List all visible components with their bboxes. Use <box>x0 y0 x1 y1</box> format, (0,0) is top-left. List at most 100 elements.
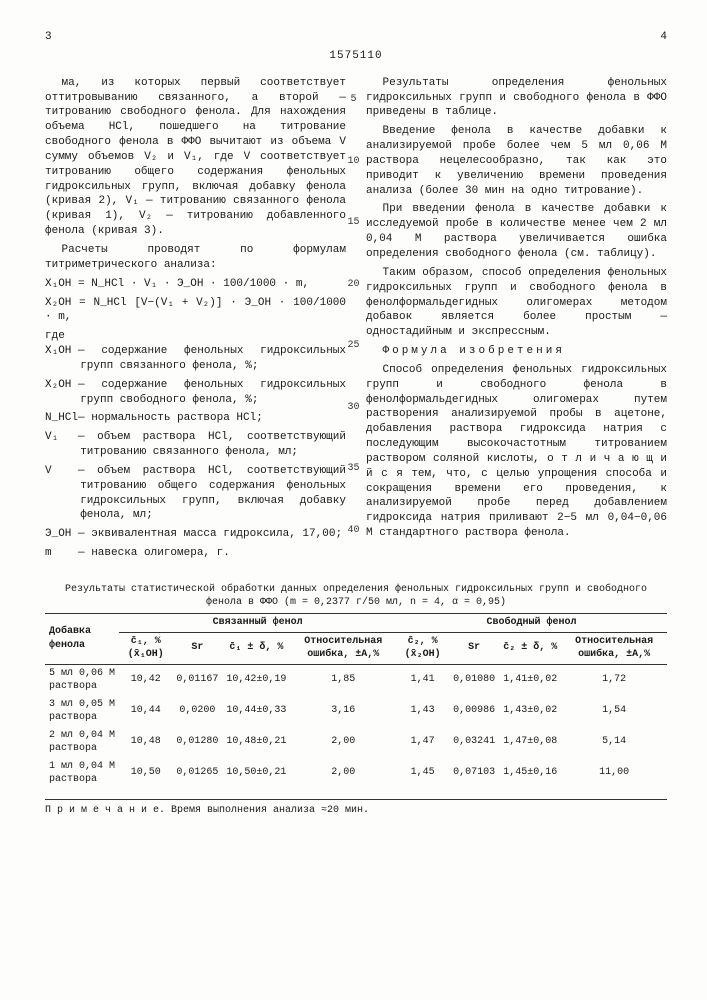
cell: 0,01280 <box>172 727 222 758</box>
para: Введение фенола в качестве добавки к ана… <box>366 124 667 198</box>
col-header: Относительная ошибка, ±A,% <box>561 632 667 664</box>
claims-title: Формула изобретения <box>366 344 667 359</box>
col-header: c̄₁ ± δ, % <box>222 632 290 664</box>
cell: 10,48±0,21 <box>222 727 290 758</box>
line-num: 15 <box>346 216 362 230</box>
para: Расчеты проводят по формулам титриметрич… <box>45 243 346 273</box>
formula-1: X₁OH = N_HCl · V₁ · Э_OH · 100/1000 · m, <box>45 277 346 292</box>
group-free: Свободный фенол <box>396 614 667 633</box>
col-header: c̄₁, % (x̄₁OH) <box>119 632 172 664</box>
line-num: 40 <box>346 524 362 538</box>
cell: 10,42±0,19 <box>222 664 290 696</box>
col-header: Относительная ошибка, ±A,% <box>290 632 396 664</box>
table-caption: Результаты статистической обработки данн… <box>45 583 667 609</box>
def-desc: — содержание фенольных гидроксильных гру… <box>78 345 346 372</box>
cell: 10,44 <box>119 696 172 727</box>
cell: 1,41 <box>396 664 449 696</box>
line-num: 30 <box>346 401 362 415</box>
cell: 10,50±0,21 <box>222 758 290 789</box>
cell: 1,47±0,08 <box>499 727 561 758</box>
table-note: П р и м е ч а н и е. Время выполнения ан… <box>45 799 667 818</box>
formula-2: X₂OH = N_HCl [V−(V₁ + V₂)] · Э_OH · 100/… <box>45 296 346 326</box>
left-column: ма, из которых первый соответствует отти… <box>45 76 346 565</box>
def-term: где X₁OH <box>45 329 78 359</box>
cell: 1,43 <box>396 696 449 727</box>
table-header-row: c̄₁, % (x̄₁OH) Sr c̄₁ ± δ, % Относительн… <box>45 632 667 664</box>
def-desc: — объем раствора HCl, соответствующий ти… <box>78 465 346 522</box>
cell: 1,85 <box>290 664 396 696</box>
line-number-gutter: 5 10 15 20 25 30 35 40 <box>346 75 362 537</box>
table-header-row: Добавка фенола Связанный фенол Свободный… <box>45 614 667 633</box>
col-header: c̄₂, % (x̄₂OH) <box>396 632 449 664</box>
cell: 1,47 <box>396 727 449 758</box>
line-num: 5 <box>346 93 362 107</box>
def: m— навеска олигомера, г. <box>45 546 346 561</box>
def-desc: — навеска олигомера, г. <box>78 547 230 559</box>
line-num: 10 <box>346 155 362 169</box>
def: V₁— объем раствора HCl, соответствующий … <box>45 430 346 460</box>
cell: 0,01080 <box>449 664 499 696</box>
def-desc: — содержание фенольных гидроксильных гру… <box>78 379 346 406</box>
cell: 1,41±0,02 <box>499 664 561 696</box>
cell: 2,00 <box>290 727 396 758</box>
col-header: c̄₂ ± δ, % <box>499 632 561 664</box>
col-header: Sr <box>449 632 499 664</box>
cell: 10,42 <box>119 664 172 696</box>
cell: 10,48 <box>119 727 172 758</box>
cell: 2 мл 0,04 М раствора <box>45 727 119 758</box>
cell: 3,16 <box>290 696 396 727</box>
para: Таким образом, способ определения феноль… <box>366 266 667 340</box>
def-term: X₂OH <box>45 378 78 393</box>
def: X₂OH— содержание фенольных гидроксильных… <box>45 378 346 408</box>
cell: 0,01265 <box>172 758 222 789</box>
para: Способ определения фенольных гидроксильн… <box>366 363 667 541</box>
cell: 0,07103 <box>449 758 499 789</box>
table-row: 5 мл 0,06 М раствора 10,42 0,01167 10,42… <box>45 664 667 696</box>
cell: 3 мл 0,05 М раствора <box>45 696 119 727</box>
def-term: V₁ <box>45 430 78 445</box>
def: V— объем раствора HCl, соответствующий т… <box>45 464 346 523</box>
para: Результаты определения фенольных гидрокс… <box>366 76 667 121</box>
cell: 10,44±0,33 <box>222 696 290 727</box>
cell: 1,43±0,02 <box>499 696 561 727</box>
right-column: Результаты определения фенольных гидрокс… <box>366 76 667 565</box>
table-body: 5 мл 0,06 М раствора 10,42 0,01167 10,42… <box>45 664 667 789</box>
results-table: Добавка фенола Связанный фенол Свободный… <box>45 613 667 789</box>
page-num-left: 3 <box>45 30 52 45</box>
table-row: 1 мл 0,04 М раствора 10,50 0,01265 10,50… <box>45 758 667 789</box>
cell: 0,01167 <box>172 664 222 696</box>
cell: 0,03241 <box>449 727 499 758</box>
def-desc: — объем раствора HCl, соответствующий ти… <box>78 431 346 458</box>
cell: 1,45±0,16 <box>499 758 561 789</box>
cell: 1,72 <box>561 664 667 696</box>
cell: 0,00986 <box>449 696 499 727</box>
page: 3 4 1575110 ма, из которых первый соотве… <box>0 0 707 1000</box>
document-id: 1575110 <box>45 49 667 64</box>
cell: 5,14 <box>561 727 667 758</box>
cell: 5 мл 0,06 М раствора <box>45 664 119 696</box>
cell: 2,00 <box>290 758 396 789</box>
page-num-right: 4 <box>660 30 667 45</box>
cell: 1 мл 0,04 М раствора <box>45 758 119 789</box>
para: ма, из которых первый соответствует отти… <box>45 76 346 239</box>
cell: 10,50 <box>119 758 172 789</box>
def-desc: — нормальность раствора HCl; <box>78 412 263 424</box>
def-term: m <box>45 546 78 561</box>
group-bound: Связанный фенол <box>119 614 396 633</box>
line-num: 35 <box>346 462 362 476</box>
cell: 0,0200 <box>172 696 222 727</box>
col-header: Sr <box>172 632 222 664</box>
line-num: 25 <box>346 339 362 353</box>
cell: 1,45 <box>396 758 449 789</box>
def-desc: — эквивалентная масса гидроксила, 17,00; <box>78 528 342 540</box>
table-row: 2 мл 0,04 М раствора 10,48 0,01280 10,48… <box>45 727 667 758</box>
def-term: N_HCl <box>45 411 78 426</box>
def: Э_OH— эквивалентная масса гидроксила, 17… <box>45 527 346 542</box>
def-term: Э_OH <box>45 527 78 542</box>
def: где X₁OH— содержание фенольных гидроксил… <box>45 329 346 374</box>
header-row: 3 4 <box>45 30 667 45</box>
para: При введении фенола в качестве добавки к… <box>366 202 667 261</box>
line-num: 20 <box>346 278 362 292</box>
cell: 11,00 <box>561 758 667 789</box>
col-addition: Добавка фенола <box>45 614 119 665</box>
